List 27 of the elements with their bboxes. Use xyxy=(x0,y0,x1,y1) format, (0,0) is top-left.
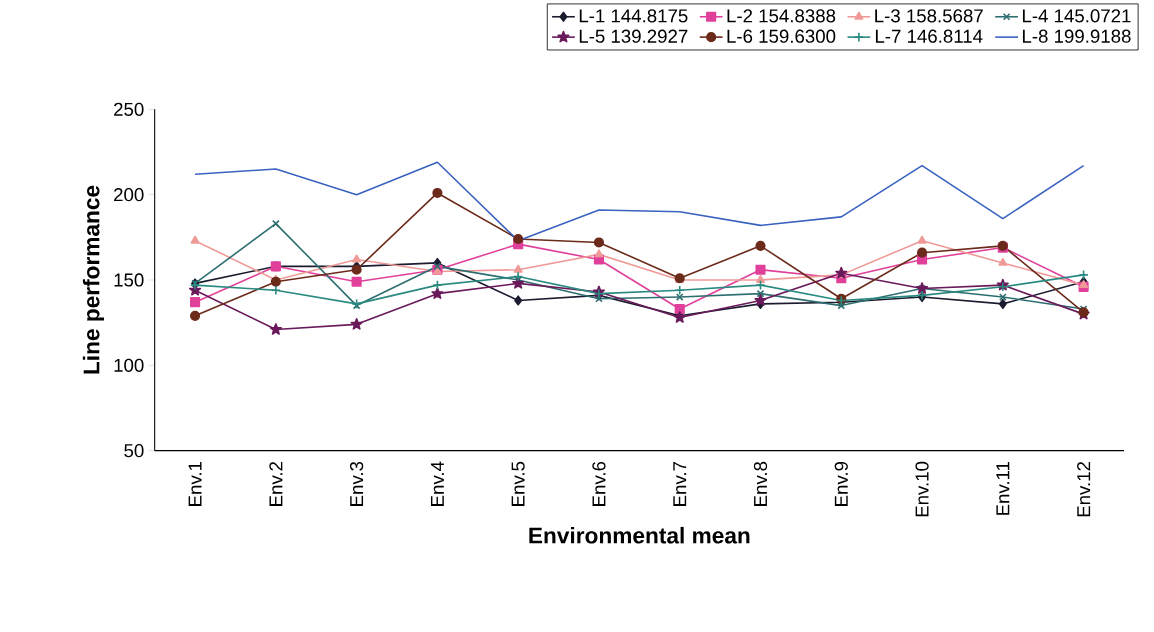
legend-label: L-8 199.9188 xyxy=(1022,29,1131,43)
x-tick-label: Env.2 xyxy=(269,461,283,506)
x-tick-label: Env.11 xyxy=(996,461,1010,515)
x-tick-label: Env.5 xyxy=(511,461,525,506)
legend-label: L-5 139.2927 xyxy=(579,29,688,43)
legend-label: L-2 154.8388 xyxy=(727,9,836,23)
x-tick-label: Env.12 xyxy=(1077,461,1091,517)
x-tick-label: Env.4 xyxy=(430,461,444,506)
x-tick-label: Env.6 xyxy=(592,461,606,506)
x-tick-label: Env.1 xyxy=(188,461,202,506)
y-tick-label: 100 xyxy=(114,358,144,372)
y-tick-label: 250 xyxy=(114,102,144,116)
legend-label: L-3 158.5687 xyxy=(875,9,983,23)
legend-label: L-4 145.0721 xyxy=(1022,9,1131,23)
x-tick-label: Env.10 xyxy=(915,461,929,517)
x-tick-label: Env.9 xyxy=(834,461,848,506)
x-tick-label: Env.8 xyxy=(753,461,768,506)
y-tick-label: 150 xyxy=(114,273,144,287)
y-tick-label: 200 xyxy=(114,188,144,202)
legend-label: L-1 144.8175 xyxy=(579,9,688,23)
x-tick-label: Env.3 xyxy=(350,461,364,506)
legend-label: L-7 146.8114 xyxy=(875,29,983,43)
y-tick-label: 50 xyxy=(124,444,144,458)
legend-label: L-6 159.6300 xyxy=(727,29,836,43)
x-axis-title: Environmental mean xyxy=(529,526,750,544)
y-axis-title: Line performance xyxy=(82,185,104,374)
x-tick-label: Env.7 xyxy=(673,461,687,506)
